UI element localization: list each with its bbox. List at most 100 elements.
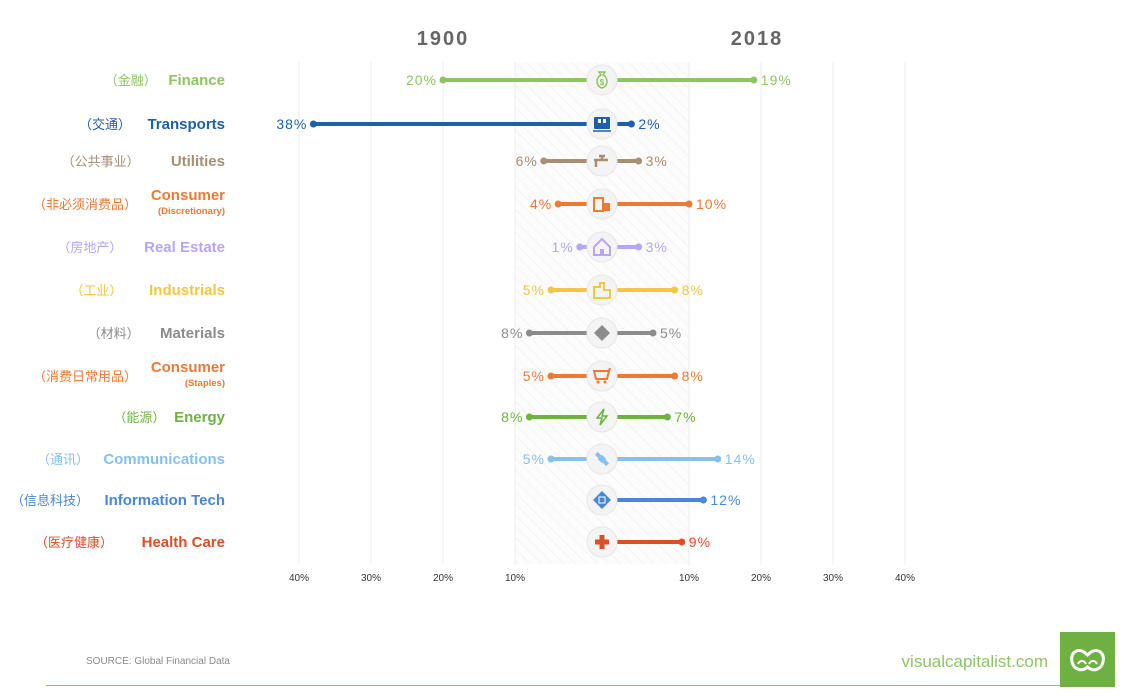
category-label: Utilities — [171, 153, 225, 170]
dot-1900 — [547, 286, 555, 294]
value-label-2018: 5% — [660, 325, 682, 341]
dot-2018 — [699, 496, 707, 504]
dot-2018 — [714, 455, 722, 463]
svg-text:$: $ — [600, 78, 605, 87]
dot-1900 — [547, 455, 555, 463]
row-health-care: Health Care （医疗健康） 9% — [35, 526, 710, 558]
train-icon — [593, 117, 611, 132]
row-transports: Transports （交通） 38% 2% — [79, 108, 660, 140]
category-sublabel: (Staples) — [185, 378, 225, 389]
source-note: SOURCE: Global Financial Data — [86, 656, 230, 667]
dot-1900 — [309, 120, 317, 128]
row-finance: Finance （金融） 20% 19% $ — [105, 64, 792, 96]
binoculars-icon — [1070, 648, 1105, 672]
row-information-tech: Information Tech （信息科技） 12% — [11, 484, 741, 516]
category-label-zh: （通讯） — [37, 452, 89, 467]
category-label-zh: （交通） — [79, 117, 131, 132]
value-label-2018: 3% — [646, 239, 668, 255]
row-utilities: Utilities （公共事业） 6% 3% — [62, 145, 668, 177]
row-industrials: Industrials （工业） 5% 8% — [70, 274, 704, 306]
tick-label-right: 40% — [895, 573, 915, 584]
value-label-2018: 3% — [646, 153, 668, 169]
category-label: Transports — [147, 116, 225, 133]
dot-2018 — [671, 372, 679, 380]
value-label-1900: 5% — [523, 282, 545, 298]
category-label-zh: （公共事业） — [62, 154, 140, 169]
diamond-icon — [594, 325, 610, 341]
dot-1900 — [525, 329, 533, 337]
house-icon — [593, 237, 611, 256]
tick-label-left: 40% — [289, 573, 309, 584]
category-label-zh: （信息科技） — [11, 493, 89, 508]
dot-2018 — [685, 200, 693, 208]
category-label-zh: （房地产） — [57, 240, 122, 255]
value-label-1900: 8% — [501, 325, 523, 341]
shopping-cart-icon — [592, 367, 611, 384]
brand-logo — [1060, 632, 1115, 687]
dot-1900 — [576, 243, 584, 251]
money-bag-icon: $ — [596, 71, 608, 89]
faucet-icon — [594, 154, 608, 167]
row-consumer-discretionary: Consumer (Discretionary) （非必须消费品） 4% 10% — [33, 187, 727, 220]
category-label: Communications — [103, 451, 225, 468]
icon-badge — [586, 360, 618, 392]
category-label-zh: （能源） — [113, 410, 165, 425]
value-label-2018: 19% — [761, 72, 792, 88]
icon-badge — [586, 274, 618, 306]
dot-2018 — [671, 286, 679, 294]
value-label-2018: 8% — [682, 368, 704, 384]
dot-1900 — [554, 200, 562, 208]
value-label-1900: 5% — [523, 368, 545, 384]
tick-label-right: 30% — [823, 573, 843, 584]
row-materials: Materials （材料） 8% 5% — [88, 317, 682, 349]
dot-1900 — [547, 372, 555, 380]
tick-label-right: 20% — [751, 573, 771, 584]
category-label: Information Tech — [104, 492, 225, 509]
tick-label-right: 10% — [679, 573, 699, 584]
category-label: Health Care — [142, 534, 225, 551]
header-1900: 1900 — [417, 28, 470, 50]
value-label-1900: 5% — [523, 451, 545, 467]
category-label: Industrials — [149, 282, 225, 299]
category-label-zh: （材料） — [88, 326, 140, 341]
dot-2018 — [649, 329, 657, 337]
category-label: Real Estate — [144, 239, 225, 256]
value-label-1900: 38% — [276, 116, 307, 132]
category-label: Consumer — [151, 187, 225, 204]
value-label-2018: 10% — [696, 196, 727, 212]
tick-label-left: 10% — [505, 573, 525, 584]
category-sublabel: (Discretionary) — [158, 206, 225, 217]
brand-link[interactable]: visualcapitalist.com — [901, 652, 1048, 671]
row-energy: Energy （能源） 8% 7% — [113, 401, 696, 433]
value-label-1900: 4% — [530, 196, 552, 212]
category-label-zh: （金融） — [105, 73, 157, 88]
category-label-zh: （工业） — [70, 283, 122, 298]
icon-badge — [586, 231, 618, 263]
dot-2018 — [678, 538, 686, 546]
dot-2018 — [750, 76, 758, 84]
tick-label-left: 20% — [433, 573, 453, 584]
value-label-2018: 14% — [725, 451, 756, 467]
header-2018: 2018 — [731, 28, 784, 50]
value-label-1900: 1% — [552, 239, 574, 255]
shopping-bags-icon — [593, 197, 610, 212]
value-label-2018: 8% — [682, 282, 704, 298]
dot-2018 — [663, 413, 671, 421]
value-label-2018: 7% — [674, 409, 696, 425]
dot-1900 — [439, 76, 447, 84]
tick-label-left: 30% — [361, 573, 381, 584]
value-label-1900: 6% — [516, 153, 538, 169]
medical-cross-icon — [595, 535, 609, 549]
dot-2018 — [635, 243, 643, 251]
row-communications: Communications （通讯） 5% 14% — [37, 443, 756, 475]
value-label-2018: 12% — [710, 492, 741, 508]
dot-2018 — [635, 157, 643, 165]
category-label-zh: （医疗健康） — [35, 535, 113, 550]
icon-badge — [586, 64, 618, 96]
row-consumer-staples: Consumer (Staples) （消费日常用品） 5% 8% — [33, 359, 704, 392]
category-label: Materials — [160, 325, 225, 342]
category-label-zh: （消费日常用品） — [33, 369, 137, 384]
dot-1900 — [525, 413, 533, 421]
value-label-1900: 8% — [501, 409, 523, 425]
